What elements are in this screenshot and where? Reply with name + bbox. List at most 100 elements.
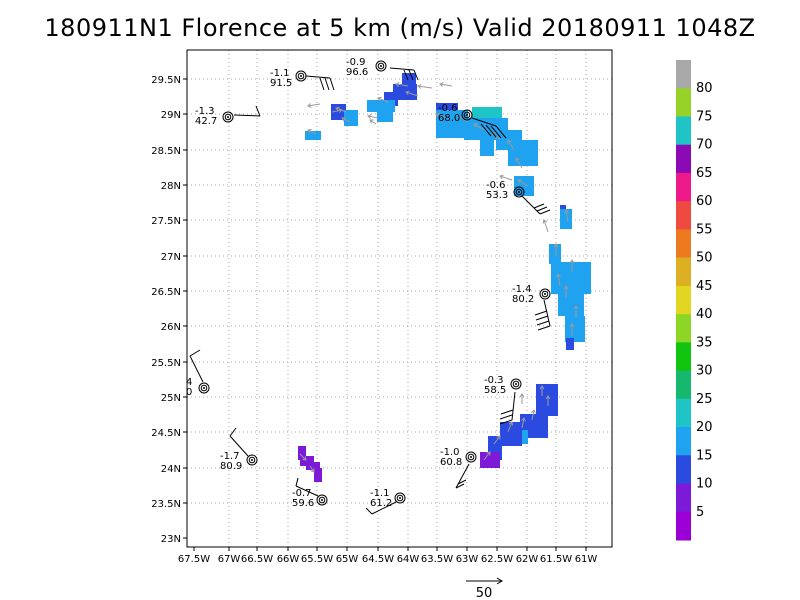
colorbar-segment — [676, 314, 691, 343]
wind-cell — [298, 446, 306, 460]
lon-tick-label: 61W — [575, 554, 598, 565]
wind-speed-cells — [298, 73, 591, 482]
wind-vector — [557, 273, 561, 287]
colorbar-label: 55 — [696, 222, 713, 237]
colorbar-label: 65 — [696, 166, 713, 181]
colorbar-label: 45 — [696, 279, 713, 294]
station-pressure-label: -0.6 — [486, 180, 506, 191]
station-pressure-label: -1.1 — [370, 488, 390, 499]
colorbar-segment — [676, 427, 691, 456]
lon-tick-label: 67.5W — [178, 554, 210, 565]
colorbar-label: 75 — [696, 109, 713, 124]
station-marker: 40 — [186, 349, 210, 398]
wind-cell — [377, 110, 393, 122]
colorbar-label: 40 — [696, 307, 713, 322]
wind-cell — [560, 209, 572, 229]
colorbar-label: 10 — [696, 477, 713, 492]
wind-vector — [417, 85, 433, 89]
map-axes: 67.5W 67W 66.5W 66W 65.5W 65W 64.5W 64W 63.5W 63W… — [151, 75, 597, 565]
colorbar-label: 15 — [696, 448, 713, 463]
station-marker: -1.191.5 — [270, 68, 335, 91]
wind-vector — [457, 115, 469, 123]
wind-cell — [367, 100, 395, 112]
wind-cell — [331, 104, 346, 120]
station-value-label: 0 — [186, 387, 192, 398]
map-frame — [186, 49, 613, 548]
lat-tick-label: 29N — [161, 110, 181, 121]
colorbar-label: 60 — [696, 194, 713, 209]
lat-tick-label: 24.5N — [151, 428, 181, 439]
station-pressure-label: -0.9 — [346, 57, 366, 68]
wind-vector — [309, 465, 315, 473]
wind-vector — [499, 175, 513, 181]
wind-cell — [549, 244, 561, 264]
lon-tick-label: 61.5W — [540, 554, 572, 565]
station-value-label: 61.2 — [370, 498, 392, 509]
dropsonde-stations: -0.996.6-1.191.5-1.342.7-0.668.0-0.653.3… — [186, 57, 551, 515]
wind-cell — [566, 338, 574, 350]
lat-tick-label: 26N — [161, 322, 181, 333]
station-value-label: 59.6 — [292, 498, 314, 509]
station-marker: -1.060.8 — [440, 447, 477, 489]
lat-tick-label: 29.5N — [151, 75, 181, 86]
wind-vector — [377, 97, 389, 103]
lon-tick-label: 66W — [277, 554, 300, 565]
colorbar-label: 30 — [696, 364, 713, 379]
station-marker: -1.161.2 — [365, 488, 406, 515]
wind-cell — [536, 384, 558, 416]
wind-vector — [439, 83, 453, 87]
station-marker: -0.996.6 — [346, 57, 419, 81]
station-pressure-label: -1.3 — [195, 106, 215, 117]
wind-cell — [393, 84, 417, 100]
lon-tick-label: 63.5W — [421, 554, 453, 565]
colorbar-label: 5 — [696, 505, 704, 520]
lat-tick-label: 28.5N — [151, 146, 181, 157]
wind-vector — [299, 453, 307, 461]
station-pressure-label: -0.6 — [438, 103, 458, 114]
lon-tick-label: 65W — [336, 554, 359, 565]
wind-cell — [480, 452, 500, 468]
wind-vector — [435, 113, 447, 119]
scale-arrow: 50 — [466, 577, 503, 600]
colorbar-segment — [676, 144, 691, 174]
wind-cell — [436, 110, 468, 138]
station-marker: -0.759.6 — [292, 477, 328, 509]
wind-vector — [473, 123, 485, 131]
wind-vector — [405, 91, 419, 97]
station-marker: -0.358.5 — [484, 375, 522, 425]
lat-tick-label: 27N — [161, 252, 181, 263]
wind-vector — [521, 417, 525, 429]
wind-cell — [500, 422, 522, 446]
lon-tick-label: 63W — [456, 554, 479, 565]
wind-vectors — [299, 82, 579, 473]
map-grid — [187, 50, 612, 547]
colorbar-label: 50 — [696, 251, 713, 266]
wind-vector — [565, 209, 569, 223]
lon-tick-label: 64.5W — [362, 554, 394, 565]
wind-cell — [306, 462, 320, 470]
wind-vector — [395, 83, 409, 87]
station-pressure-label: -0.7 — [292, 488, 312, 499]
station-pressure-label: -1.1 — [270, 68, 290, 79]
wind-vector — [369, 119, 377, 125]
wind-cell — [508, 140, 538, 166]
lon-tick-label: 64W — [397, 554, 420, 565]
wind-vector — [483, 451, 491, 461]
colorbar-segment — [676, 398, 691, 428]
wind-cell — [314, 468, 322, 482]
wind-cell — [558, 290, 584, 316]
wind-cell — [402, 73, 416, 85]
station-value-label: 60.8 — [440, 457, 462, 468]
wind-cell — [305, 131, 321, 140]
station-marker: -0.653.3 — [486, 180, 551, 215]
wind-vector — [493, 435, 501, 445]
colorbar-segment — [676, 483, 691, 513]
colorbar: 5 10 15 20 25 30 35 40 45 50 55 60 65 70 75 80 — [676, 60, 713, 541]
station-marker: -1.780.9 — [220, 427, 258, 472]
station-value-label: 53.3 — [486, 190, 508, 201]
lon-tick-label: 66.5W — [241, 554, 273, 565]
scale-label: 50 — [476, 586, 493, 600]
wind-cell — [480, 140, 494, 156]
station-value-label: 96.6 — [346, 67, 368, 78]
wind-vector — [307, 103, 321, 107]
